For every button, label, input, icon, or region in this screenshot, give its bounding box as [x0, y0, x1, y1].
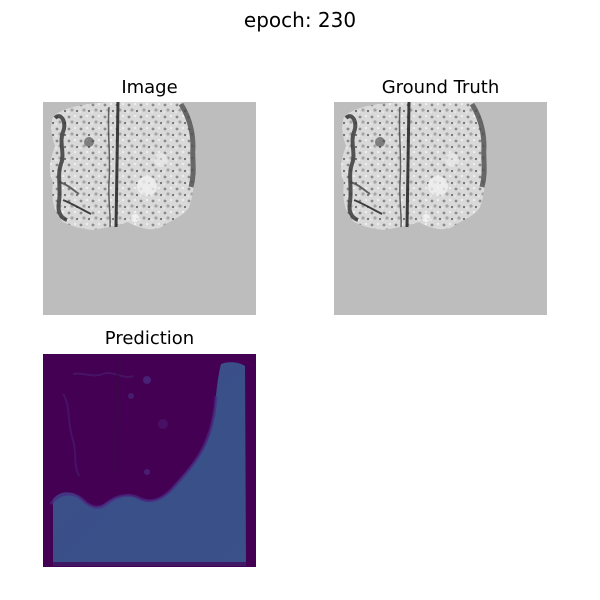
- input-image-panel: [43, 102, 256, 315]
- brain-slice-image: [43, 102, 256, 315]
- image-panel-title: Image: [121, 77, 178, 98]
- figure-title: epoch: 230: [243, 8, 357, 32]
- ground-truth-panel-title: Ground Truth: [381, 77, 500, 98]
- prediction-panel: [43, 354, 256, 567]
- prediction-panel-title: Prediction: [104, 328, 195, 349]
- prediction-heatmap: [43, 354, 256, 567]
- ground-truth-image: [334, 102, 547, 315]
- ground-truth-panel: [334, 102, 547, 315]
